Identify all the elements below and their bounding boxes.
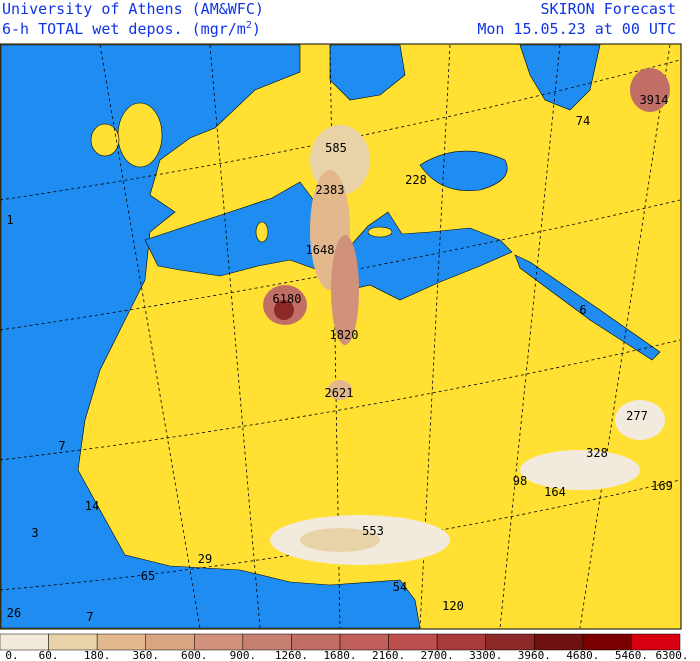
map-label: 1 [6,213,13,227]
colorbar-label: 1260. [275,649,308,661]
map-label: 585 [325,141,347,155]
map-label: 1648 [306,243,335,257]
map-label: 553 [362,524,384,538]
colorbar-label: 360. [132,649,159,661]
colorbar-label: 180. [84,649,111,661]
map-label: 1820 [330,328,359,342]
map-label: 2383 [316,183,345,197]
colorbar-box [485,633,535,651]
islands [90,102,393,243]
colorbar-box [242,633,292,651]
dust [263,68,670,565]
title: University of Athens (AM&WFC) [2,0,264,18]
colorbar-label: 4680. [566,649,599,661]
colorbar-box [48,633,98,651]
subtitle-text: 6-h TOTAL wet depos. (mgr/m [2,20,246,38]
colorbar-label: 600. [181,649,208,661]
map-label: 277 [626,409,648,423]
map-label: 169 [651,479,673,493]
colorbar-label: 2160. [372,649,405,661]
map-label: 98 [513,474,527,488]
map-label: 29 [198,552,212,566]
map-label: 26 [7,606,21,620]
map-label: 7 [86,610,93,624]
colorbar-box [291,633,341,651]
valid-time: Mon 15.05.23 at 00 UTC [477,20,676,38]
colorbar-box [194,633,244,651]
colorbar-label: 60. [39,649,59,661]
map-label: 74 [576,114,590,128]
map-label: 14 [85,499,99,513]
map-label: 65 [141,569,155,583]
map-label: 54 [393,580,407,594]
colorbar-box [582,633,632,651]
product: SKIRON Forecast [540,0,676,18]
map-label: 7 [58,439,65,453]
colorbar-label: 3300. [469,649,502,661]
map-label: 228 [405,173,427,187]
colorbar-label: 3960. [518,649,551,661]
colorbar-label: 900. [230,649,257,661]
map-label: 3914 [640,93,669,107]
map-label: 2621 [325,386,354,400]
colorbar-box [339,633,389,651]
colorbar-label: 6300. [655,649,688,661]
colorbar-label: 5460. [615,649,648,661]
map-label: 3 [31,526,38,540]
subtitle-end: ) [251,20,261,38]
labels: 3914 74 585 228 2383 1648 6180 1820 2621 6 277 328 9… [6,93,672,624]
colorbar-label: 0. [5,649,18,661]
colorbar-label: 1680. [323,649,356,661]
colorbar-box [631,633,681,651]
map-label: 6180 [273,292,302,306]
map-label: 120 [442,599,464,613]
colorbar-box [145,633,195,651]
colorbar-box [534,633,584,651]
colorbar-box [388,633,438,651]
subtitle-sup: 2 [245,20,252,31]
subtitle: 6-h TOTAL wet depos. (mgr/m2) [2,20,261,38]
colorbar-box [0,633,49,651]
map-label: 164 [544,485,566,499]
colorbar-box [436,633,486,651]
map-label: 6 [579,303,586,317]
colorbar-label: 2700. [421,649,454,661]
colorbar-box [96,633,146,651]
colorbar: 0. 60. 180. 360. 600. 900. 1260. 1680. 2160. 2700… [0,633,689,661]
map-label: 328 [586,446,608,460]
